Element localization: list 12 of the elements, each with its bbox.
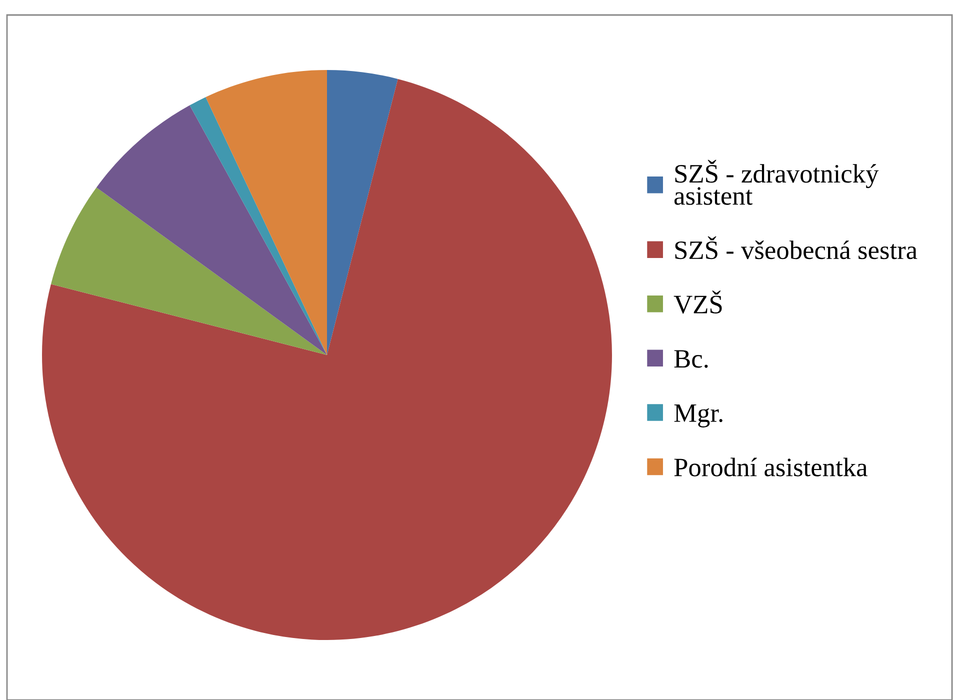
pie-slice	[327, 70, 398, 355]
legend-label: SZŠ - zdravotnický asistent	[674, 160, 879, 205]
legend-label: Mgr.	[674, 404, 722, 428]
pie-slice	[190, 97, 327, 355]
legend-label: Bc.	[674, 350, 708, 368]
pie-slice	[42, 78, 612, 640]
pie-slice	[206, 70, 327, 355]
legend-label: VZŠ	[674, 290, 722, 314]
legend-label: Porodní asistentka	[674, 458, 868, 476]
legend-label: SZŠ - všeobecná sestra	[675, 236, 918, 260]
pie-slice	[50, 187, 327, 355]
pie-slice	[96, 105, 327, 355]
